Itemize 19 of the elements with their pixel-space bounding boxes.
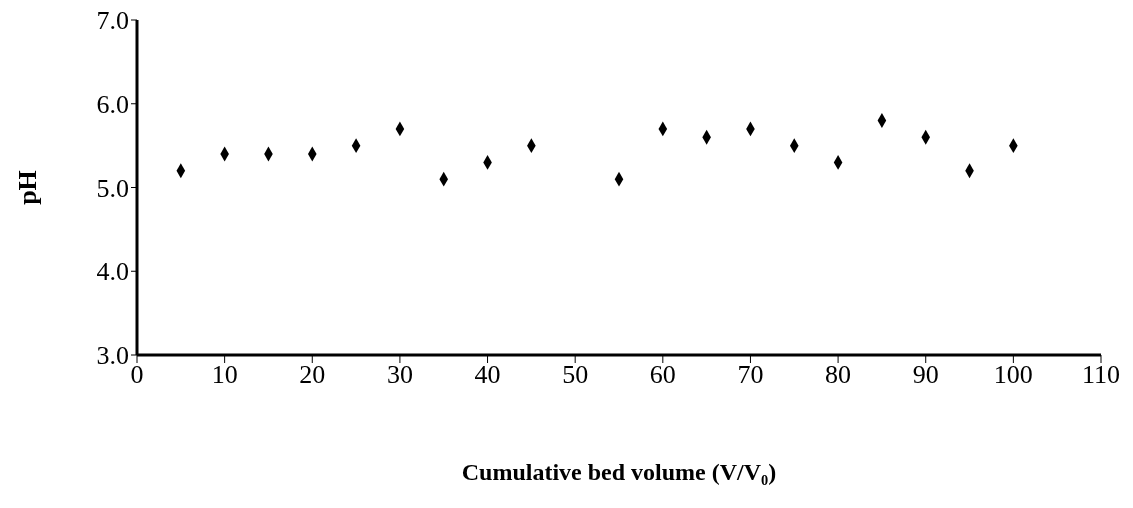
x-tick-label: 60 [649,360,676,390]
x-tick-label: 0 [130,360,144,390]
y-tick-label: 3.0 [96,341,129,371]
x-tick-label: 40 [474,360,501,390]
y-tick-label: 5.0 [96,173,129,203]
x-axis-title: Cumulative bed volume (V/V₀) [461,459,777,485]
y-axis-title: pH [13,170,42,205]
x-tick-label: 100 [993,360,1033,390]
y-tick-label: 4.0 [96,257,129,287]
x-tick-label: 110 [1081,360,1121,390]
x-tick-label: 10 [211,360,238,390]
x-tick-label: 20 [299,360,326,390]
x-tick-label: 90 [912,360,939,390]
x-tick-label: 50 [562,360,589,390]
x-tick-label: 70 [737,360,764,390]
x-tick-label: 80 [825,360,852,390]
x-tick-label: 30 [386,360,413,390]
y-tick-label: 6.0 [96,89,129,119]
y-tick-label: 7.0 [96,6,129,36]
